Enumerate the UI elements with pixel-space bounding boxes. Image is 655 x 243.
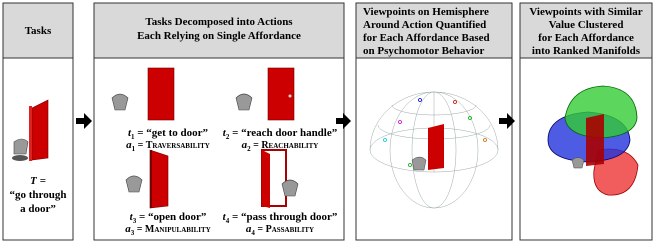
task-text: = “open door” bbox=[136, 211, 206, 223]
action-task: t3 = “open door” bbox=[130, 211, 207, 225]
task-label: T= bbox=[30, 175, 46, 187]
clusters bbox=[548, 86, 638, 195]
panel-header: Each Relying on Single Affordance bbox=[137, 30, 301, 42]
figure: Tasks Tasks Decomposed into Actions Each… bbox=[0, 0, 655, 243]
affordance-name: = Manipulability bbox=[134, 224, 211, 235]
affordance-name: = Traversability bbox=[135, 140, 210, 151]
panel-header: Tasks bbox=[25, 25, 52, 37]
panel-header: Around Action Quantified bbox=[363, 19, 486, 31]
task-text: = “get to door” bbox=[135, 127, 208, 139]
panel-header: on Psychomotor Behavior bbox=[363, 45, 485, 57]
task-variable: T bbox=[30, 175, 38, 187]
panel-header: into Ranked Manifolds bbox=[532, 45, 641, 57]
task-text: = “reach door handle” bbox=[229, 127, 337, 139]
door-small bbox=[428, 124, 444, 170]
action-affordance: a3 = Manipulability bbox=[125, 223, 211, 237]
panel-header: Viewpoints with Similar bbox=[529, 6, 642, 18]
affordance-name: = Passability bbox=[255, 224, 314, 235]
affordance-name: = Reachability bbox=[251, 140, 319, 151]
action-affordance: a1 = Traversability bbox=[126, 139, 210, 153]
task-text: a door” bbox=[20, 203, 56, 215]
panel-header: for Each Affordance bbox=[538, 32, 634, 44]
panel-header: Tasks Decomposed into Actions bbox=[145, 16, 293, 28]
action-affordance: a2 = Reachability bbox=[242, 139, 319, 153]
robot-small bbox=[412, 157, 426, 170]
door-illustration bbox=[12, 100, 48, 161]
task-text: = “pass through door” bbox=[229, 211, 337, 223]
action-task: t2 = “reach door handle” bbox=[223, 127, 338, 141]
panel-header: Viewpoints on Hemisphere bbox=[363, 6, 489, 18]
action-task: t4 = “pass through door” bbox=[223, 211, 338, 225]
action-task: t1 = “get to door” bbox=[128, 127, 208, 141]
panel-header: Value Clustered bbox=[549, 19, 624, 31]
action-affordance: a4 = Passability bbox=[246, 223, 314, 237]
task-text: “go through bbox=[10, 189, 67, 201]
panel-header: for Each Affordance Based bbox=[363, 32, 490, 44]
task-equals: = bbox=[40, 175, 46, 187]
